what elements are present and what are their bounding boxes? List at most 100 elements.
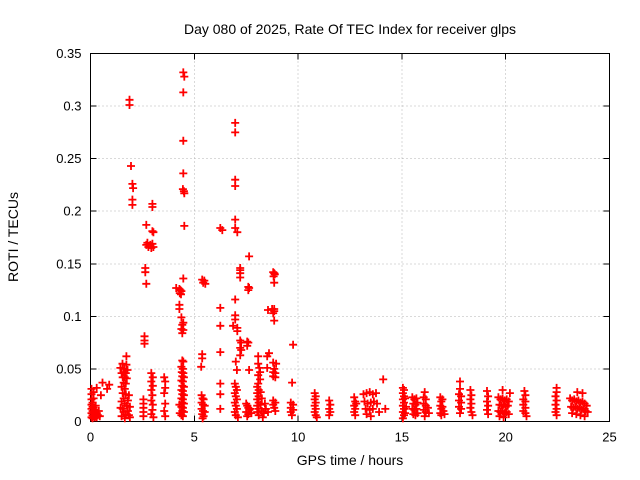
- data-point: [125, 413, 134, 422]
- data-point: [379, 375, 388, 384]
- data-point: [233, 413, 242, 422]
- data-point: [484, 392, 493, 401]
- data-point: [495, 412, 504, 421]
- data-point: [401, 409, 409, 418]
- data-point: [95, 412, 104, 421]
- data-point: [231, 215, 240, 224]
- data-point: [271, 407, 280, 415]
- data-point: [98, 378, 107, 387]
- data-point: [552, 411, 561, 420]
- data-point: [325, 411, 334, 420]
- data-point: [254, 411, 263, 420]
- data-point: [247, 409, 256, 418]
- data-point: [246, 404, 255, 413]
- x-tick-label: 10: [291, 430, 305, 445]
- data-point: [148, 203, 157, 211]
- data-point: [147, 369, 156, 378]
- data-point: [231, 118, 240, 127]
- data-point: [484, 401, 493, 410]
- data-point: [456, 377, 464, 386]
- data-point: [263, 363, 272, 372]
- data-point: [578, 389, 587, 398]
- data-point: [197, 362, 206, 371]
- data-point: [258, 413, 267, 422]
- data-point: [216, 379, 225, 388]
- data-point: [177, 290, 185, 299]
- data-point: [271, 373, 280, 382]
- data-point: [231, 182, 240, 190]
- data-point: [179, 88, 188, 97]
- data-point: [243, 341, 252, 350]
- data-point: [103, 384, 112, 393]
- data-point: [178, 356, 187, 365]
- data-point: [119, 394, 128, 403]
- x-tick-label: 0: [87, 430, 94, 445]
- data-point: [142, 279, 151, 288]
- data-point: [127, 162, 135, 170]
- data-point: [401, 394, 409, 403]
- data-point: [198, 414, 207, 423]
- data-point: [289, 340, 298, 349]
- data-point: [551, 400, 560, 409]
- data-point: [179, 136, 188, 145]
- data-point: [128, 200, 137, 209]
- data-point: [499, 413, 508, 422]
- data-point: [381, 404, 390, 413]
- data-point: [125, 101, 134, 109]
- data-point: [265, 349, 273, 358]
- data-point: [175, 305, 184, 313]
- data-point: [257, 394, 266, 403]
- data-point: [412, 394, 421, 403]
- data-point: [120, 414, 129, 423]
- data-point: [412, 404, 421, 413]
- data-point: [402, 402, 411, 411]
- data-point: [467, 399, 476, 408]
- y-tick-label: 0.35: [56, 46, 81, 61]
- data-point: [270, 316, 279, 325]
- data-point: [122, 360, 131, 369]
- data-point: [551, 392, 560, 401]
- data-point: [269, 309, 278, 318]
- data-point: [161, 383, 170, 392]
- data-point: [96, 391, 105, 400]
- data-point: [259, 409, 268, 418]
- data-point: [498, 386, 507, 394]
- data-point: [456, 409, 464, 418]
- data-point: [201, 279, 210, 288]
- data-point: [573, 388, 582, 397]
- data-point: [149, 243, 158, 251]
- data-point: [180, 189, 189, 198]
- y-tick-label: 0.25: [56, 151, 81, 166]
- data-point: [147, 386, 156, 394]
- data-point: [175, 289, 184, 298]
- data-point: [124, 391, 133, 400]
- axis-ticks: [90, 53, 610, 422]
- data-point: [504, 410, 513, 419]
- data-point: [122, 352, 131, 361]
- data-point: [484, 410, 493, 419]
- data-point: [368, 404, 377, 413]
- y-tick-label: 0.2: [63, 204, 81, 219]
- data-point: [325, 396, 334, 405]
- data-point: [123, 396, 132, 405]
- data-point: [161, 412, 170, 421]
- data-point: [177, 386, 186, 394]
- data-point: [245, 252, 254, 261]
- data-point: [483, 387, 491, 395]
- data-point: [466, 386, 475, 394]
- data-point: [91, 401, 100, 410]
- data-point: [148, 381, 157, 390]
- data-point: [552, 388, 561, 397]
- y-tick-label: 0.05: [56, 361, 81, 376]
- data-point: [216, 303, 225, 312]
- data-point: [351, 411, 360, 420]
- data-point: [233, 327, 242, 336]
- data-point: [198, 354, 207, 363]
- data-point: [178, 320, 187, 329]
- x-tick-label: 5: [191, 430, 198, 445]
- data-point: [148, 391, 157, 400]
- data-point: [254, 359, 263, 368]
- data-point: [572, 410, 581, 419]
